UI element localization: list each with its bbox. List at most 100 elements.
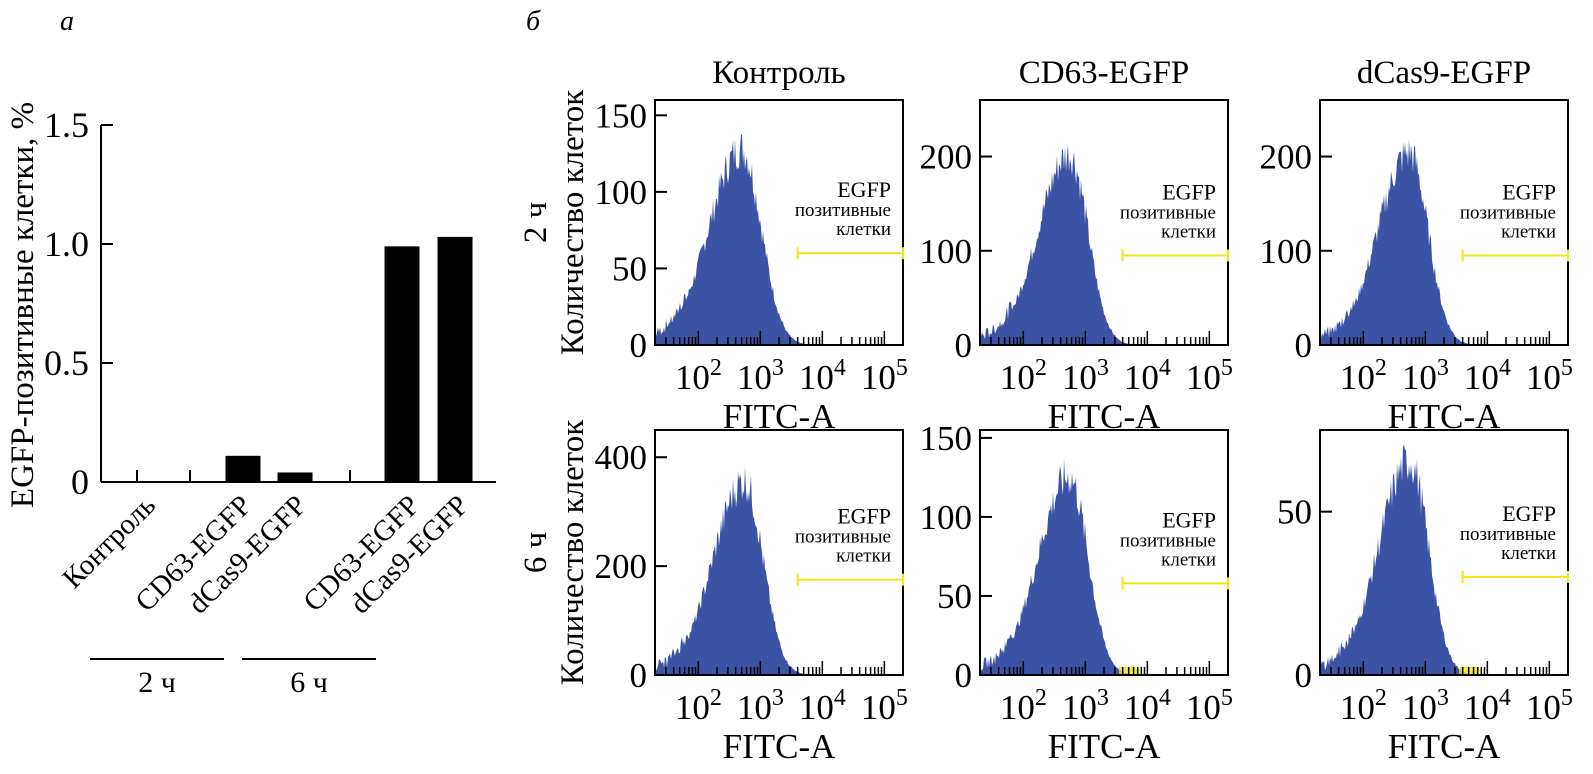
- xlabel: FITC-A: [1048, 727, 1162, 766]
- ytick-label: 50: [612, 249, 647, 288]
- ytick-label: 0: [1295, 326, 1313, 365]
- gate-label: EGFP: [1502, 501, 1556, 526]
- gate-label: клетки: [1501, 221, 1556, 242]
- ytick-label: 0: [955, 326, 973, 365]
- gate-label: позитивные: [795, 527, 891, 548]
- bar-chart-groups: 2 ч 6 ч: [90, 658, 376, 699]
- ytick-label: 100: [595, 173, 648, 212]
- xtick-label: 104: [1464, 685, 1511, 727]
- xtick-label: 104: [799, 685, 846, 727]
- xtick-label: 105: [1186, 355, 1233, 397]
- gate-label: EGFP: [1162, 507, 1216, 532]
- ytick-label: 200: [595, 547, 648, 586]
- bar: [437, 236, 473, 482]
- xtick-label: 103: [1062, 355, 1109, 397]
- gate-label: EGFP: [1162, 179, 1216, 204]
- group-label: 2 ч: [138, 666, 176, 699]
- xtick-label: 102: [1000, 355, 1047, 397]
- column-title: CD63-EGFP: [1019, 55, 1190, 91]
- ytick-label: 200: [920, 138, 973, 177]
- group-label: 6 ч: [290, 666, 328, 699]
- gate-label: клетки: [836, 219, 891, 240]
- ytick-label: 150: [920, 419, 973, 458]
- xtick-label: 103: [1402, 685, 1449, 727]
- bar-chart-ylabel: EGFP-позитивные клетки, %: [5, 102, 41, 508]
- panel-a-bar-chart: а EGFP-позитивные клетки, % 0 0.5 1.0 1.5 К…: [5, 6, 496, 699]
- ytick-label: 0: [630, 326, 648, 365]
- row-label: 6 ч: [518, 532, 554, 573]
- xtick-label: 104: [1124, 355, 1171, 397]
- ytick-label: 50: [937, 577, 972, 616]
- gate-label: позитивные: [1120, 202, 1216, 223]
- ytick-label: 150: [595, 96, 648, 135]
- xlabel: FITC-A: [1388, 727, 1502, 766]
- gate-label: позитивные: [1460, 524, 1556, 545]
- bar: [277, 472, 313, 482]
- gate-label: клетки: [836, 546, 891, 567]
- xtick-label: 105: [1526, 355, 1573, 397]
- gate-label: EGFP: [837, 504, 891, 529]
- histogram-area: [1320, 138, 1568, 345]
- histogram-area: [980, 144, 1228, 345]
- ytick-label: 100: [1260, 232, 1313, 271]
- histogram-plot: 0 200 400 102 103 104 105 FITC-A EGFPпозитивныек…: [595, 429, 908, 766]
- bar: [384, 246, 420, 482]
- ylabel: Количество клеток: [555, 419, 591, 685]
- xtick-label: 103: [737, 355, 784, 397]
- histogram-area: [655, 134, 903, 345]
- gate-label: позитивные: [1120, 530, 1216, 551]
- ytick-label: 0: [955, 656, 973, 695]
- gate-label: позитивные: [1460, 202, 1556, 223]
- panel-label-b: б: [526, 6, 541, 37]
- xtick-label: 104: [1124, 685, 1171, 727]
- ytick-label: 1.0: [44, 224, 89, 264]
- xtick-label: 104: [799, 355, 846, 397]
- xtick-label: 105: [1186, 685, 1233, 727]
- histogram-area: [980, 459, 1228, 675]
- histogram-plot: 0 50 102 103 104 105 FITC-A EGFPпозитивныеклетк…: [1277, 429, 1573, 766]
- row-label: 2 ч: [518, 202, 554, 243]
- xtick-label: 102: [1000, 685, 1047, 727]
- bar-chart-axes: [100, 125, 496, 483]
- xtick-label: 105: [861, 685, 908, 727]
- histogram-plot: 0 50 100 150 102 103 104 105 FITC-A EGFPпозитивны…: [920, 419, 1233, 766]
- xlabel: FITC-A: [723, 727, 837, 766]
- xtick-label: 105: [861, 355, 908, 397]
- gate-label: позитивные: [795, 200, 891, 221]
- ytick-label: 0: [630, 656, 648, 695]
- xtick-label: 102: [675, 355, 722, 397]
- bar-chart-xlabels: КонтрольCD63-EGFPdCas9-EGFPCD63-EGFPdCas…: [56, 489, 475, 620]
- xtick-label: 102: [675, 685, 722, 727]
- ytick-label: 0: [71, 462, 89, 502]
- gate-label: клетки: [1161, 221, 1216, 242]
- ylabel: Количество клеток: [555, 89, 591, 355]
- ytick-label: 100: [920, 232, 973, 271]
- gate-label: клетки: [1501, 543, 1556, 564]
- ytick-label: 400: [595, 438, 648, 477]
- xtick-label: 104: [1464, 355, 1511, 397]
- xtick-label: 102: [1340, 685, 1387, 727]
- xtick-label: 102: [1340, 355, 1387, 397]
- column-title: Контроль: [712, 55, 845, 91]
- column-title: dCas9-EGFP: [1357, 55, 1531, 91]
- bar-chart-bars: [225, 236, 473, 482]
- ytick-label: 200: [1260, 138, 1313, 177]
- histogram-area: [655, 467, 903, 675]
- gate-label: клетки: [1161, 549, 1216, 570]
- panel-label-a: а: [60, 6, 74, 37]
- bar-chart-yticks: 0 0.5 1.0 1.5: [44, 105, 113, 502]
- xtick-label: 103: [1062, 685, 1109, 727]
- gate-label: EGFP: [1502, 179, 1556, 204]
- histogram-area: [1320, 445, 1568, 675]
- ytick-label: 0.5: [44, 343, 89, 383]
- ytick-label: 100: [920, 498, 973, 537]
- xtick-label: 103: [737, 685, 784, 727]
- gate-label: EGFP: [837, 177, 891, 202]
- xtick-label: 103: [1402, 355, 1449, 397]
